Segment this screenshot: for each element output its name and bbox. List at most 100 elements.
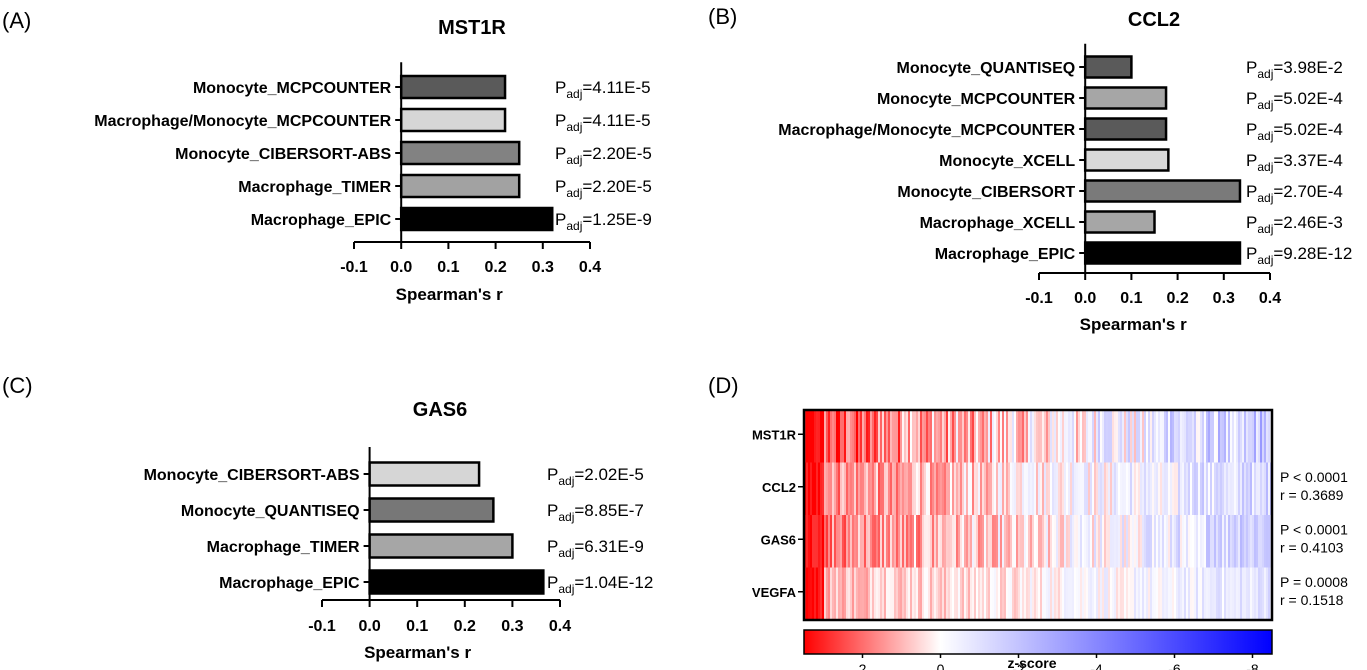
- heatmap-cell: [978, 462, 981, 515]
- p-value-label: Padj=9.28E-12: [1246, 244, 1352, 267]
- heatmap-row-label: MST1R: [752, 427, 797, 442]
- heatmap-cell: [1100, 462, 1103, 515]
- heatmap-cell: [1014, 410, 1017, 463]
- heatmap-cell: [1032, 462, 1035, 515]
- chart-title: MST1R: [438, 17, 506, 39]
- heatmap-cell: [1188, 515, 1191, 568]
- heatmap-cell: [1098, 515, 1101, 568]
- heatmap-cell: [896, 515, 899, 568]
- heatmap-cell: [1016, 462, 1019, 515]
- p-value-label: Padj=2.20E-5: [555, 177, 652, 200]
- heatmap-cell: [1036, 567, 1039, 620]
- heatmap-cell: [902, 515, 905, 568]
- p-value: =2.70E-4: [1273, 182, 1342, 201]
- heatmap-cell: [996, 515, 999, 568]
- heatmap-cell: [1150, 567, 1153, 620]
- heatmap-cell: [1176, 462, 1179, 515]
- heatmap-cell: [972, 462, 975, 515]
- heatmap-cell: [996, 567, 999, 620]
- heatmap-cell: [1266, 410, 1269, 463]
- heatmap-cell: [954, 567, 957, 620]
- heatmap-cell: [1082, 462, 1085, 515]
- heatmap-cell: [922, 567, 925, 620]
- heatmap-cell: [1030, 462, 1033, 515]
- heatmap-cell: [820, 462, 823, 515]
- heatmap-cell: [1138, 462, 1141, 515]
- heatmap-cell: [1120, 515, 1123, 568]
- heatmap-cell: [1158, 515, 1161, 568]
- heatmap-cell: [1254, 567, 1257, 620]
- heatmap-cell: [918, 515, 921, 568]
- heatmap-cell: [1116, 462, 1119, 515]
- heatmap-cell: [1118, 567, 1121, 620]
- heatmap-cell: [840, 567, 843, 620]
- heatmap-cell: [1062, 462, 1065, 515]
- heatmap-cell: [1196, 567, 1199, 620]
- heatmap-cell: [940, 410, 943, 463]
- heatmap-cell: [836, 515, 839, 568]
- heatmap-cell: [1032, 410, 1035, 463]
- heatmap-cell: [1124, 567, 1127, 620]
- heatmap-cell: [874, 567, 877, 620]
- heatmap-cell: [1234, 515, 1237, 568]
- heatmap-cell: [1048, 515, 1051, 568]
- heatmap-cell: [976, 515, 979, 568]
- heatmap-cell: [1058, 410, 1061, 463]
- heatmap-cell: [864, 515, 867, 568]
- heatmap-cell: [854, 410, 857, 463]
- category-label: Macrophage_EPIC: [935, 246, 1076, 263]
- heatmap-cell: [832, 515, 835, 568]
- heatmap-cell: [912, 462, 915, 515]
- heatmap-cell: [874, 515, 877, 568]
- heatmap-cell: [934, 462, 937, 515]
- heatmap-cell: [944, 462, 947, 515]
- p-value: =4.11E-5: [582, 78, 650, 97]
- heatmap-cell: [1156, 462, 1159, 515]
- heatmap-cell: [900, 462, 903, 515]
- heatmap-cell: [1232, 567, 1235, 620]
- heatmap-cell: [1098, 410, 1101, 463]
- heatmap-cell: [1080, 567, 1083, 620]
- heatmap-cell: [1040, 410, 1043, 463]
- heatmap-cell: [1076, 567, 1079, 620]
- heatmap-cell: [1178, 515, 1181, 568]
- heatmap-cell: [1074, 410, 1077, 463]
- heatmap-cell: [1038, 462, 1041, 515]
- heatmap-cell: [832, 462, 835, 515]
- heatmap-cell: [1000, 462, 1003, 515]
- heatmap-cell: [1052, 410, 1055, 463]
- bar: [399, 74, 507, 100]
- heatmap-cell: [1000, 410, 1003, 463]
- heatmap-cell: [1068, 410, 1071, 463]
- heatmap-cell: [1258, 462, 1261, 515]
- heatmap-cell: [864, 567, 867, 620]
- heatmap-cell: [1182, 462, 1185, 515]
- heatmap-cell: [1024, 462, 1027, 515]
- heatmap-cell: [946, 462, 949, 515]
- heatmap-cell: [1066, 515, 1069, 568]
- heatmap-cell: [1062, 567, 1065, 620]
- heatmap-cell: [1134, 515, 1137, 568]
- heatmap-cell: [850, 410, 853, 463]
- heatmap-cell: [1220, 515, 1223, 568]
- heatmap-cell: [1076, 515, 1079, 568]
- heatmap-cell: [944, 410, 947, 463]
- heatmap-cell: [916, 567, 919, 620]
- heatmap-cell: [1186, 410, 1189, 463]
- heatmap-cell: [828, 462, 831, 515]
- colorbar-label: z-score: [1007, 655, 1056, 670]
- heatmap-cell: [828, 515, 831, 568]
- heatmap-cell: [1064, 567, 1067, 620]
- heatmap-cell: [854, 567, 857, 620]
- heatmap-cell: [1096, 567, 1099, 620]
- heatmap-cell: [868, 462, 871, 515]
- heatmap-cell: [944, 515, 947, 568]
- heatmap-cell: [852, 410, 855, 463]
- p-letter: P: [555, 177, 566, 196]
- heatmap-cell: [860, 462, 863, 515]
- p-subscript: adj: [1257, 191, 1273, 205]
- heatmap-cell: [956, 515, 959, 568]
- heatmap-cell: [1224, 410, 1227, 463]
- heatmap-cell: [914, 462, 917, 515]
- heatmap-cell: [914, 515, 917, 568]
